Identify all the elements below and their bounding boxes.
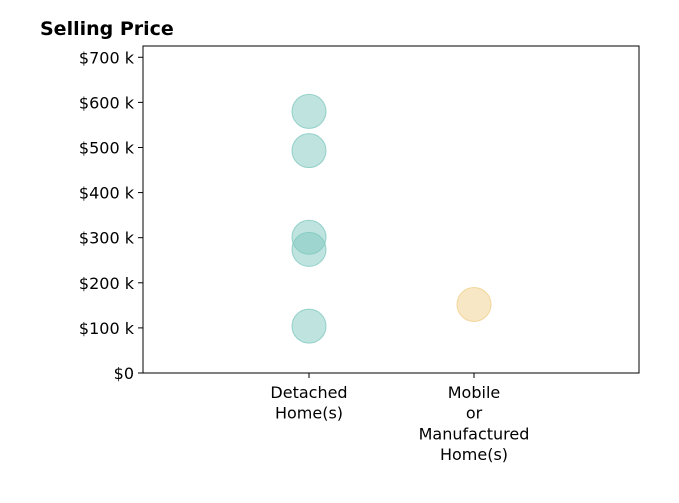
y-tick-label: $400 k [79, 184, 135, 203]
x-tick-label: Detached Home(s) [270, 383, 347, 423]
y-tick-label: $600 k [79, 93, 135, 112]
y-axis: $0 $100 k $200 k $300 k $400 k $500 k $600 k $7… [79, 48, 143, 383]
data-point [291, 133, 327, 169]
y-tick-label: $700 k [79, 48, 135, 67]
data-point [291, 93, 327, 129]
data-points [291, 93, 492, 344]
chart-title: Selling Price [40, 18, 174, 40]
x-tick-label: Mobile or Manufactured Home(s) [419, 383, 530, 464]
y-tick-label: $100 k [79, 319, 135, 338]
x-axis: Detached Home(s) Mobile or Manufactured Home(… [270, 373, 529, 464]
data-point [291, 308, 327, 344]
y-tick-label: $300 k [79, 229, 135, 248]
y-tick-label: $0 [114, 364, 134, 383]
data-point [456, 286, 492, 322]
y-tick-label: $200 k [79, 274, 135, 293]
data-point [291, 231, 327, 267]
plot-frame [142, 45, 640, 374]
y-tick-label: $500 k [79, 138, 135, 157]
